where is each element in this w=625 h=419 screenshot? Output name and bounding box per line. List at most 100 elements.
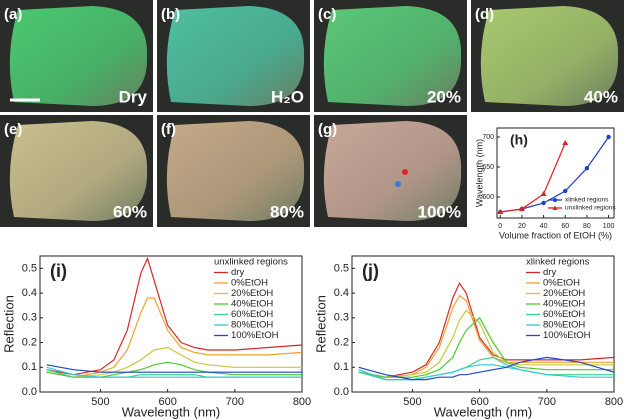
film-sample [480, 6, 619, 106]
series-line [500, 142, 566, 213]
film-sample [9, 121, 148, 221]
y-tick-label: 0.0 [22, 386, 37, 398]
x-tick-label: 500 [91, 396, 109, 408]
panel-label: (f) [161, 121, 176, 138]
pattern-35 [199, 149, 243, 198]
legend-label: 0%EtOH [543, 278, 580, 289]
panel-caption: 60% [113, 202, 147, 221]
chart-background [475, 124, 625, 242]
x-tick-label: 600 [158, 396, 176, 408]
panel-caption: 80% [270, 202, 304, 221]
x-tick-label: 500 [403, 396, 421, 408]
pattern-35 [513, 34, 557, 83]
panel-label: (g) [318, 121, 337, 138]
y-tick-label: 0.5 [334, 262, 349, 274]
series-line [46, 346, 302, 378]
panel-caption: Dry [119, 87, 148, 106]
red-spot [402, 169, 408, 175]
legend-label: 60%EtOH [231, 309, 273, 320]
panel-label: (j) [362, 261, 379, 281]
y-tick-label: 600 [482, 194, 494, 201]
legend-label: 40%EtOH [231, 299, 273, 310]
pattern-35 [356, 34, 400, 83]
x-axis-label: Wavelength (nm) [434, 404, 533, 419]
legend-label: 40%EtOH [543, 299, 585, 310]
y-tick-label: 650 [482, 164, 494, 171]
legend-label: 100%EtOH [231, 330, 279, 341]
y-axis-label: Wavelength (nm) [474, 139, 484, 207]
legend-label: xlinked regions [565, 197, 609, 204]
film-sample [166, 121, 305, 221]
y-tick-label: 0.4 [334, 287, 349, 299]
series-line [46, 361, 302, 378]
panel-label: (a) [4, 6, 22, 23]
series-line [46, 366, 302, 378]
y-tick-label: 0.3 [22, 312, 37, 324]
plot-frame [496, 127, 615, 219]
marker [584, 166, 590, 171]
y-tick-label: 0.3 [334, 312, 349, 324]
y-axis-label: Reflection [313, 295, 328, 353]
marker [540, 191, 547, 196]
film-sample [323, 121, 462, 221]
legend-label: dry [543, 267, 556, 278]
x-tick-label: 600 [470, 396, 488, 408]
series-line [46, 297, 303, 378]
x-tick-label: 800 [605, 396, 623, 408]
legend-label: 20%EtOH [231, 288, 273, 299]
series-line [358, 356, 615, 381]
panel-caption: H₂O [271, 87, 304, 106]
series-line [358, 316, 614, 378]
series-line [358, 281, 615, 378]
plot-frame [39, 255, 303, 393]
marker [563, 188, 568, 194]
legend-title: unxlinked regions [214, 257, 288, 268]
legend-label: 20%EtOH [543, 288, 585, 299]
x-tick-label: 700 [538, 396, 556, 408]
y-tick-label: 0.0 [334, 386, 349, 398]
x-tick-label: 800 [293, 396, 311, 408]
legend-label: unxlinked regions [565, 205, 616, 212]
pattern-35 [42, 149, 86, 198]
panel-label: (h) [510, 132, 528, 148]
pattern-35 [356, 149, 400, 198]
series-line [358, 364, 614, 381]
series-line [358, 294, 614, 378]
series-line [358, 309, 614, 378]
x-tick-label: 20 [518, 223, 526, 230]
legend-title: xlinked regions [526, 257, 590, 268]
legend-marker [552, 205, 558, 210]
film-sample [166, 6, 305, 106]
x-tick-label: 700 [226, 396, 244, 408]
y-tick-label: 0.2 [22, 336, 37, 348]
x-tick-label: 0 [498, 223, 502, 230]
marker [497, 209, 504, 214]
series-line [46, 256, 303, 376]
marker [562, 140, 569, 145]
x-axis-label: Wavelength (nm) [122, 404, 221, 419]
x-axis-label: Volume fraction of EtOH (%) [499, 230, 612, 240]
y-tick-label: 0.1 [334, 361, 349, 373]
series-line [46, 364, 302, 373]
panel-label: (e) [4, 121, 22, 138]
legend-marker [553, 198, 557, 202]
x-tick-label: 40 [540, 223, 548, 230]
legend-label: 100%EtOH [543, 330, 591, 341]
legend-label: 80%EtOH [543, 320, 585, 331]
panel-label: (i) [50, 261, 67, 281]
marker [606, 134, 611, 140]
panel-caption: 100% [418, 202, 461, 221]
y-tick-label: 0.1 [22, 361, 37, 373]
panel-label: (d) [475, 6, 494, 23]
marker [541, 200, 546, 206]
legend-label: 80%EtOH [231, 320, 273, 331]
panel-label: (b) [161, 6, 180, 23]
legend-label: 0%EtOH [231, 278, 268, 289]
legend-label: dry [231, 267, 244, 278]
x-tick-label: 80 [583, 223, 591, 230]
x-tick-label: 60 [561, 223, 569, 230]
film-sample [323, 6, 462, 106]
marker [518, 206, 525, 211]
y-tick-label: 0.2 [334, 336, 349, 348]
